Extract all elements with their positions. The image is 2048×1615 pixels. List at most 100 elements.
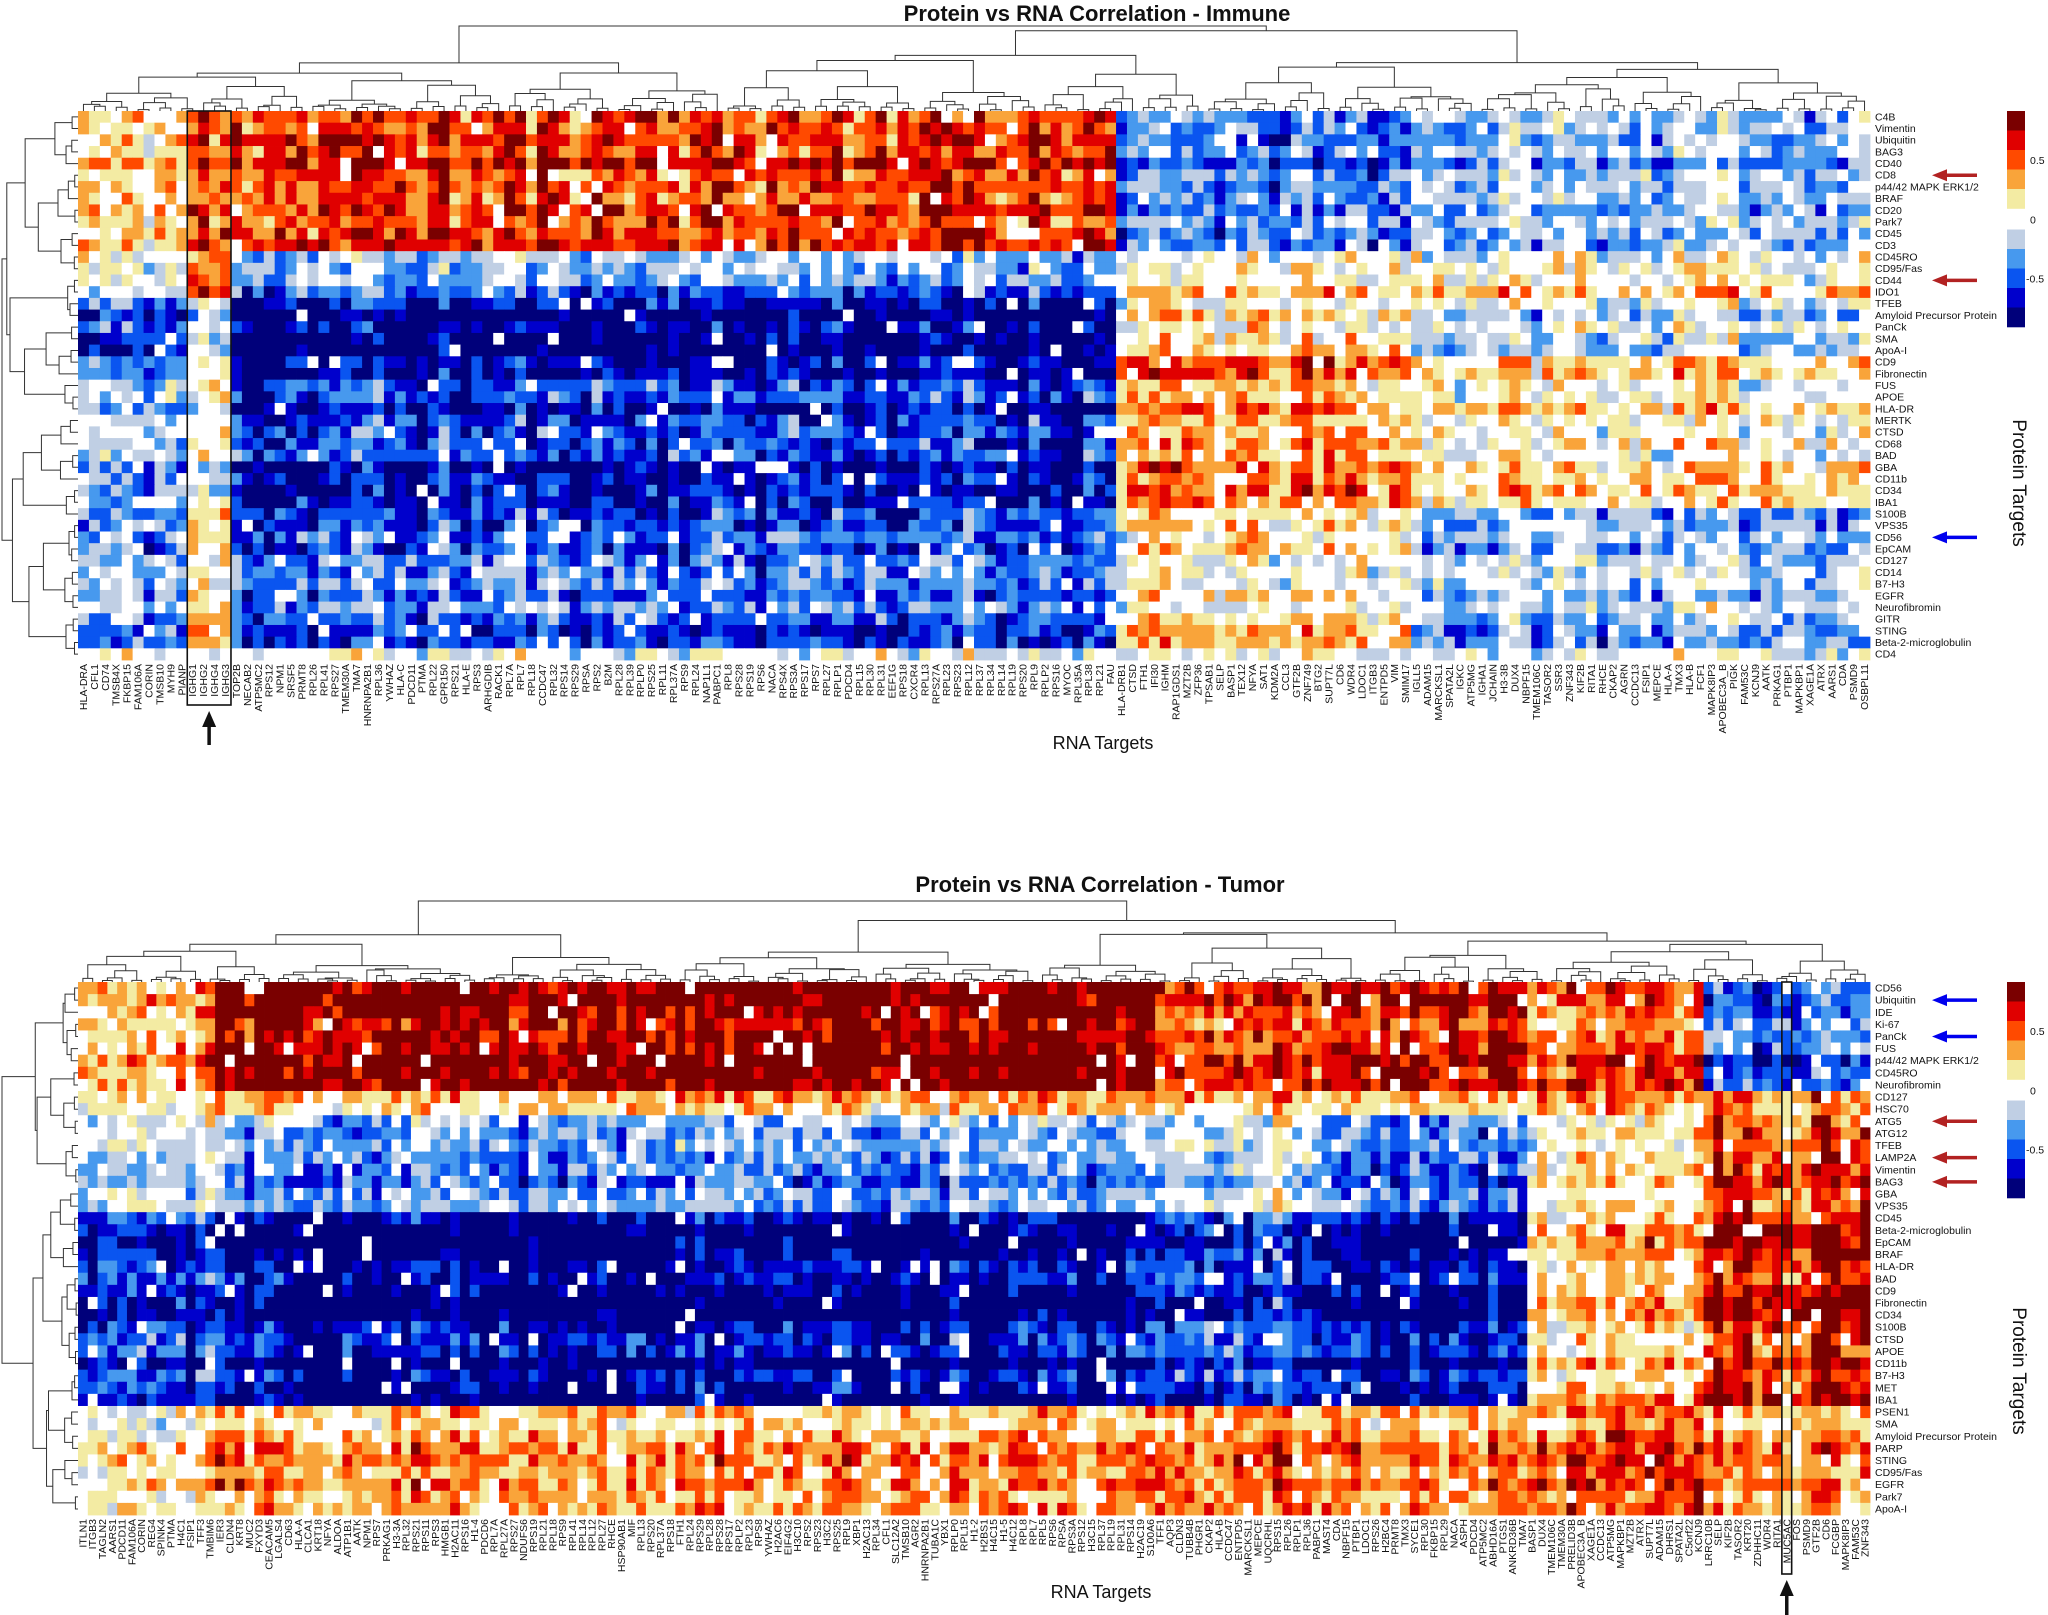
heatmap-cell — [1378, 239, 1389, 251]
heatmap-cell — [1542, 380, 1553, 392]
heatmap-cell — [111, 380, 122, 392]
heatmap-cell — [843, 450, 854, 462]
heatmap-cell — [1564, 158, 1575, 170]
heatmap-cell — [78, 380, 89, 392]
heatmap-cell — [887, 111, 898, 123]
heatmap-cell — [1695, 450, 1706, 462]
heatmap-cell — [876, 438, 887, 450]
heatmap-cell — [996, 216, 1007, 228]
heatmap-cell — [1586, 391, 1597, 403]
heatmap-cell — [133, 158, 144, 170]
heatmap-cell — [1750, 204, 1761, 216]
heatmap-cell — [679, 158, 690, 170]
heatmap-cell — [963, 275, 974, 287]
heatmap-cell — [1018, 438, 1029, 450]
heatmap-cell — [1007, 380, 1018, 392]
heatmap-cell — [788, 310, 799, 322]
heatmap-cell — [133, 450, 144, 462]
heatmap-cell — [1477, 228, 1488, 240]
heatmap-cell — [1040, 228, 1051, 240]
heatmap-cell — [526, 415, 537, 427]
heatmap-cell — [646, 216, 657, 228]
heatmap-cell — [1236, 391, 1247, 403]
heatmap-cell — [1313, 239, 1324, 251]
heatmap-cell — [712, 461, 723, 473]
heatmap-cell — [318, 146, 329, 158]
heatmap-cell — [788, 461, 799, 473]
heatmap-cell — [1171, 286, 1182, 298]
heatmap-cell — [1116, 333, 1127, 345]
heatmap-cell — [1236, 181, 1247, 193]
heatmap-cell — [450, 216, 461, 228]
heatmap-cell — [144, 380, 155, 392]
heatmap-cell — [1728, 321, 1739, 333]
heatmap-cell — [1160, 310, 1171, 322]
heatmap-cell — [1313, 263, 1324, 275]
heatmap-cell — [1422, 426, 1433, 438]
heatmap-cell — [1498, 298, 1509, 310]
heatmap-cell — [1400, 391, 1411, 403]
heatmap-cell — [723, 263, 734, 275]
heatmap-cell — [1728, 380, 1739, 392]
heatmap-cell — [963, 391, 974, 403]
heatmap-cell — [832, 403, 843, 415]
heatmap-cell — [1313, 134, 1324, 146]
heatmap-cell — [1564, 263, 1575, 275]
heatmap-cell — [1040, 415, 1051, 427]
heatmap-cell — [297, 450, 308, 462]
heatmap-cell — [428, 275, 439, 287]
heatmap-cell — [701, 380, 712, 392]
heatmap-cell — [1520, 380, 1531, 392]
heatmap-cell — [592, 345, 603, 357]
heatmap-cell — [450, 403, 461, 415]
heatmap-cell — [144, 263, 155, 275]
heatmap-cell — [1553, 158, 1564, 170]
heatmap-cell — [701, 158, 712, 170]
heatmap-cell — [1236, 286, 1247, 298]
heatmap-cell — [1630, 123, 1641, 135]
heatmap-cell — [1641, 134, 1652, 146]
heatmap-cell — [318, 263, 329, 275]
heatmap-cell — [537, 204, 548, 216]
heatmap-cell — [559, 169, 570, 181]
heatmap-cell — [1728, 368, 1739, 380]
heatmap-cell — [755, 321, 766, 333]
heatmap-cell — [701, 450, 712, 462]
heatmap-cell — [242, 415, 253, 427]
heatmap-cell — [384, 275, 395, 287]
heatmap-cell — [843, 158, 854, 170]
heatmap-cell — [242, 239, 253, 251]
heatmap-cell — [1531, 216, 1542, 228]
heatmap-cell — [559, 239, 570, 251]
heatmap-cell — [1225, 415, 1236, 427]
heatmap-cell — [1673, 403, 1684, 415]
heatmap-cell — [1422, 263, 1433, 275]
heatmap-cell — [1269, 251, 1280, 263]
heatmap-cell — [1258, 298, 1269, 310]
heatmap-cell — [1815, 146, 1826, 158]
heatmap-cell — [559, 356, 570, 368]
heatmap-cell — [1018, 263, 1029, 275]
heatmap-cell — [690, 123, 701, 135]
heatmap-cell — [1728, 310, 1739, 322]
heatmap-cell — [406, 345, 417, 357]
heatmap-cell — [723, 310, 734, 322]
heatmap-cell — [1575, 438, 1586, 450]
heatmap-cell — [1488, 345, 1499, 357]
heatmap-cell — [351, 461, 362, 473]
heatmap-cell — [100, 321, 111, 333]
heatmap-cell — [1553, 263, 1564, 275]
heatmap-cell — [220, 228, 231, 240]
heatmap-cell — [1804, 310, 1815, 322]
heatmap-cell — [1356, 321, 1367, 333]
heatmap-cell — [974, 450, 985, 462]
heatmap-cell — [810, 380, 821, 392]
heatmap-cell — [253, 298, 264, 310]
heatmap-cell — [1324, 450, 1335, 462]
heatmap-cell — [1575, 356, 1586, 368]
heatmap-cell — [176, 356, 187, 368]
heatmap-cell — [1411, 391, 1422, 403]
heatmap-cell — [963, 216, 974, 228]
heatmap-cell — [384, 380, 395, 392]
heatmap-cell — [187, 123, 198, 135]
